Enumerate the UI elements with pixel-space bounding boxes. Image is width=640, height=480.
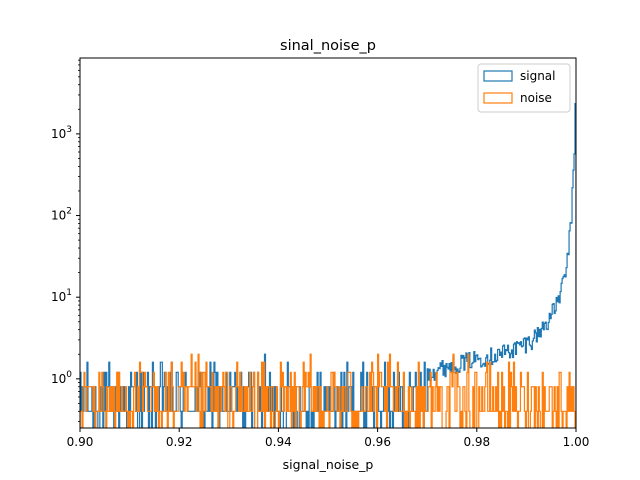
series-noise-step (80, 353, 576, 428)
x-tick-label: 1.00 (563, 435, 590, 449)
legend-box (477, 63, 571, 113)
legend-label-noise: noise (520, 91, 552, 105)
legend-swatch-noise (483, 92, 513, 104)
x-tick-label: 0.92 (166, 435, 193, 449)
chart-title: sinal_noise_p (280, 38, 376, 54)
legend: signal noise (477, 63, 571, 113)
x-tick-label: 0.94 (265, 435, 292, 449)
y-tick-label: 102 (51, 207, 72, 223)
series-layer (80, 102, 576, 428)
y-axis: 100 101 102 103 (51, 59, 80, 422)
x-axis-label: signal_noise_p (283, 457, 374, 472)
y-tick-label: 101 (51, 288, 72, 304)
x-axis: 0.90 0.92 0.94 0.96 0.98 1.00 (67, 428, 590, 449)
y-tick-label: 103 (51, 125, 72, 141)
x-tick-label: 0.98 (463, 435, 490, 449)
plot-frame (79, 57, 577, 429)
y-tick-label: 100 (51, 370, 72, 386)
x-tick-label: 0.96 (364, 435, 391, 449)
x-tick-label: 0.90 (67, 435, 94, 449)
legend-label-signal: signal (520, 69, 556, 83)
legend-swatch-signal (483, 70, 513, 82)
